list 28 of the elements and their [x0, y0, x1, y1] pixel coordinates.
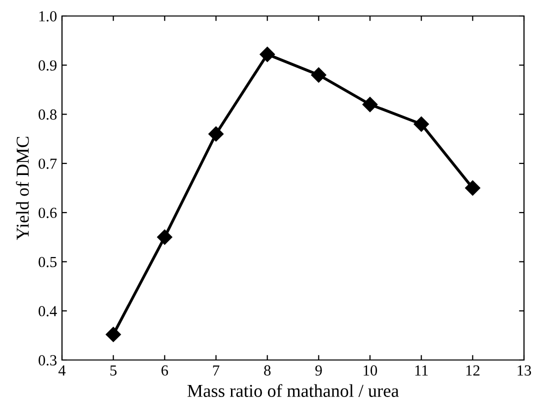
point [414, 116, 429, 132]
point [260, 46, 275, 62]
point [208, 126, 224, 142]
y-tick-label: 0.3 [38, 355, 57, 366]
y-tick-label: 0.7 [38, 158, 57, 169]
point [465, 180, 480, 196]
point [311, 67, 326, 83]
x-tick-label: 7 [213, 365, 220, 376]
x-tick-label: 9 [315, 365, 322, 376]
y-tick-label: 0.4 [38, 306, 57, 316]
x-tick-label: 4 [58, 365, 66, 376]
point [157, 230, 172, 245]
point [106, 326, 121, 342]
y-tick-label: 0.6 [38, 208, 57, 218]
y-tick-label: 0.9 [38, 60, 57, 71]
x-tick-label: 8 [264, 365, 271, 376]
y-axis-title: Yield of DMC [16, 136, 29, 240]
x-tick-label: 13 [518, 365, 532, 376]
y-tick-label: 0.8 [38, 109, 57, 120]
x-tick-label: 12 [466, 365, 480, 376]
x-tick-label: 10 [364, 365, 378, 376]
x-tick-label: 6 [162, 365, 168, 376]
y-tick-label: 0.5 [38, 256, 57, 268]
x-tick-label: 5 [110, 365, 117, 376]
x-axis-title: Mass ratio of mathanol / urea [187, 384, 399, 397]
point [362, 96, 378, 112]
y-tick-label: 1.0 [39, 11, 57, 22]
x-tick-label: 11 [415, 365, 428, 376]
